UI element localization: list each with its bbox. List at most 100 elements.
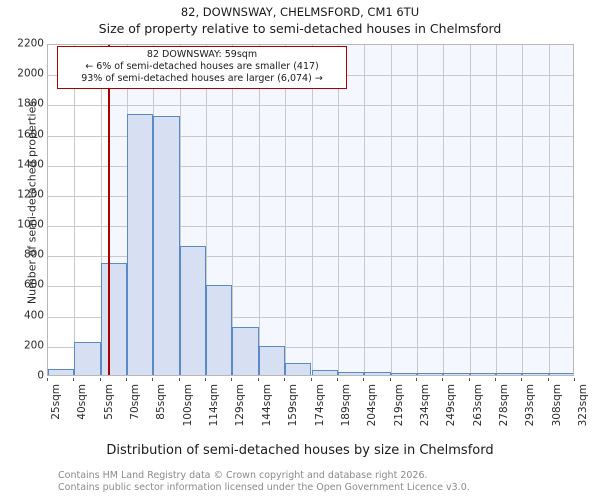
footer-line-2: Contains public sector information licen… [58, 481, 470, 493]
gridline-vertical [391, 45, 392, 375]
x-axis-tick-label: 323sqm [577, 384, 589, 427]
gridline-vertical [338, 45, 339, 375]
x-axis-tick-label: 85sqm [155, 384, 168, 420]
x-axis-tick-mark [363, 378, 365, 381]
histogram-bar [443, 373, 470, 375]
x-axis-tick-label: 249sqm [445, 384, 458, 427]
chart-subtitle: Size of property relative to semi-detach… [98, 21, 502, 36]
gridline-horizontal [48, 256, 573, 258]
y-axis-tick-label: 1600 [17, 128, 44, 141]
x-axis-tick-mark [468, 378, 470, 381]
gridline-vertical [285, 45, 286, 375]
gridline-vertical [101, 45, 102, 375]
annotation-smaller-text: ← 6% of semi-detached houses are smaller… [85, 61, 319, 72]
y-axis-tick-label: 800 [23, 248, 44, 261]
footer-line-1: Contains HM Land Registry data © Crown c… [58, 470, 428, 481]
x-axis-tick-label: 114sqm [208, 384, 221, 427]
gridline-horizontal [48, 135, 573, 137]
gridline-vertical [417, 45, 418, 375]
gridline-vertical [180, 45, 181, 375]
x-axis-tick-label: 40sqm [76, 384, 89, 420]
histogram-bar [48, 368, 75, 375]
x-axis-tick-mark [547, 378, 549, 381]
y-axis-tick-label: 200 [23, 339, 44, 352]
gridline-vertical [496, 45, 497, 375]
y-axis-tick-label: 2000 [17, 67, 44, 80]
x-axis-tick-mark [257, 378, 259, 381]
histogram-bar [127, 113, 154, 375]
property-size-marker-line [107, 45, 110, 375]
histogram-bar [364, 371, 391, 375]
y-axis-label: Number of semi-detached properties [25, 100, 39, 305]
x-axis-ticks: 25sqm 40sqm 55sqm 70sqm 85sqm 100sqm 114sqm 129… [47, 378, 589, 440]
x-axis-tick-mark [284, 378, 286, 381]
annotation-callout: 82 DOWNSWAY: 59sqm ← 6% of semi-detached… [57, 46, 347, 89]
gridline-horizontal [48, 286, 573, 288]
x-axis-tick-label: 293sqm [524, 384, 537, 427]
histogram-bar [390, 373, 417, 375]
histogram-bar [469, 373, 496, 375]
gridline-vertical [206, 45, 207, 375]
x-axis-tick-label: 263sqm [471, 384, 484, 427]
x-axis-tick-mark [205, 378, 207, 381]
x-axis-tick-mark [126, 378, 128, 381]
gridline-vertical [232, 45, 233, 375]
attribution-footer: Contains HM Land Registry data © Crown c… [58, 470, 578, 493]
annotation-larger-text: 93% of semi-detached houses are larger (… [81, 73, 323, 84]
x-axis-tick-mark [415, 378, 417, 381]
gridline-vertical [364, 45, 365, 375]
histogram-bar [337, 371, 365, 375]
gridline-horizontal [48, 195, 573, 197]
x-axis-tick-mark [99, 378, 101, 381]
x-axis-tick-mark [574, 378, 575, 381]
histogram-plot-area [47, 44, 574, 376]
histogram-bar [311, 369, 338, 375]
x-axis-tick-label: 129sqm [234, 384, 247, 427]
x-axis-tick-label: 55sqm [102, 384, 115, 420]
histogram-bar [74, 341, 101, 375]
x-axis-label: Distribution of semi-detached houses by … [106, 443, 494, 458]
gridline-vertical [443, 45, 444, 375]
histogram-bar [153, 116, 180, 375]
x-axis-tick-mark [442, 378, 444, 381]
y-axis-tick-label: 1800 [17, 97, 44, 110]
x-axis-tick-mark [494, 378, 496, 381]
x-axis-tick-mark [231, 378, 233, 381]
x-axis-tick-label: 25sqm [50, 384, 62, 420]
x-axis-tick-mark [310, 378, 312, 381]
histogram-bar [258, 346, 286, 375]
x-axis-tick-label: 100sqm [181, 384, 194, 427]
y-axis-tick-label: 2200 [17, 37, 44, 50]
annotation-title: 82 DOWNSWAY: 59sqm [146, 49, 258, 60]
y-axis-tick-label: 1000 [17, 218, 44, 231]
gridline-horizontal [48, 316, 573, 318]
y-axis-tick-label: 0 [37, 369, 44, 382]
gridline-vertical [259, 45, 260, 375]
gridline-horizontal [48, 165, 573, 167]
x-axis-tick-label: 189sqm [339, 384, 352, 427]
histogram-bar [416, 373, 444, 375]
gridline-vertical [549, 45, 550, 375]
y-axis-tick-label: 1200 [17, 188, 44, 201]
page-title: 82, DOWNSWAY, CHELMSFORD, CM1 6TU [180, 5, 420, 19]
y-axis-tick-label: 1400 [17, 158, 44, 171]
x-axis-tick-label: 144sqm [260, 384, 273, 427]
x-axis-tick-label: 234sqm [418, 384, 431, 427]
x-axis-tick-mark [336, 378, 338, 381]
y-axis-tick-label: 400 [23, 309, 44, 322]
histogram-bar [232, 327, 259, 375]
x-axis-tick-mark [389, 378, 391, 381]
x-axis-tick-label: 70sqm [129, 384, 142, 420]
y-axis-tick-label: 600 [23, 278, 44, 291]
x-axis-tick-label: 219sqm [392, 384, 405, 427]
histogram-bar [495, 373, 523, 375]
gridline-horizontal [48, 226, 573, 228]
histogram-bar [206, 284, 233, 375]
gridline-vertical [312, 45, 313, 375]
x-axis-tick-mark [152, 378, 154, 381]
histogram-bar [179, 245, 207, 375]
x-axis-tick-label: 278sqm [497, 384, 510, 427]
x-axis-tick-label: 308sqm [550, 384, 563, 427]
x-axis-tick-mark [178, 378, 180, 381]
x-axis-tick-mark [73, 378, 75, 381]
